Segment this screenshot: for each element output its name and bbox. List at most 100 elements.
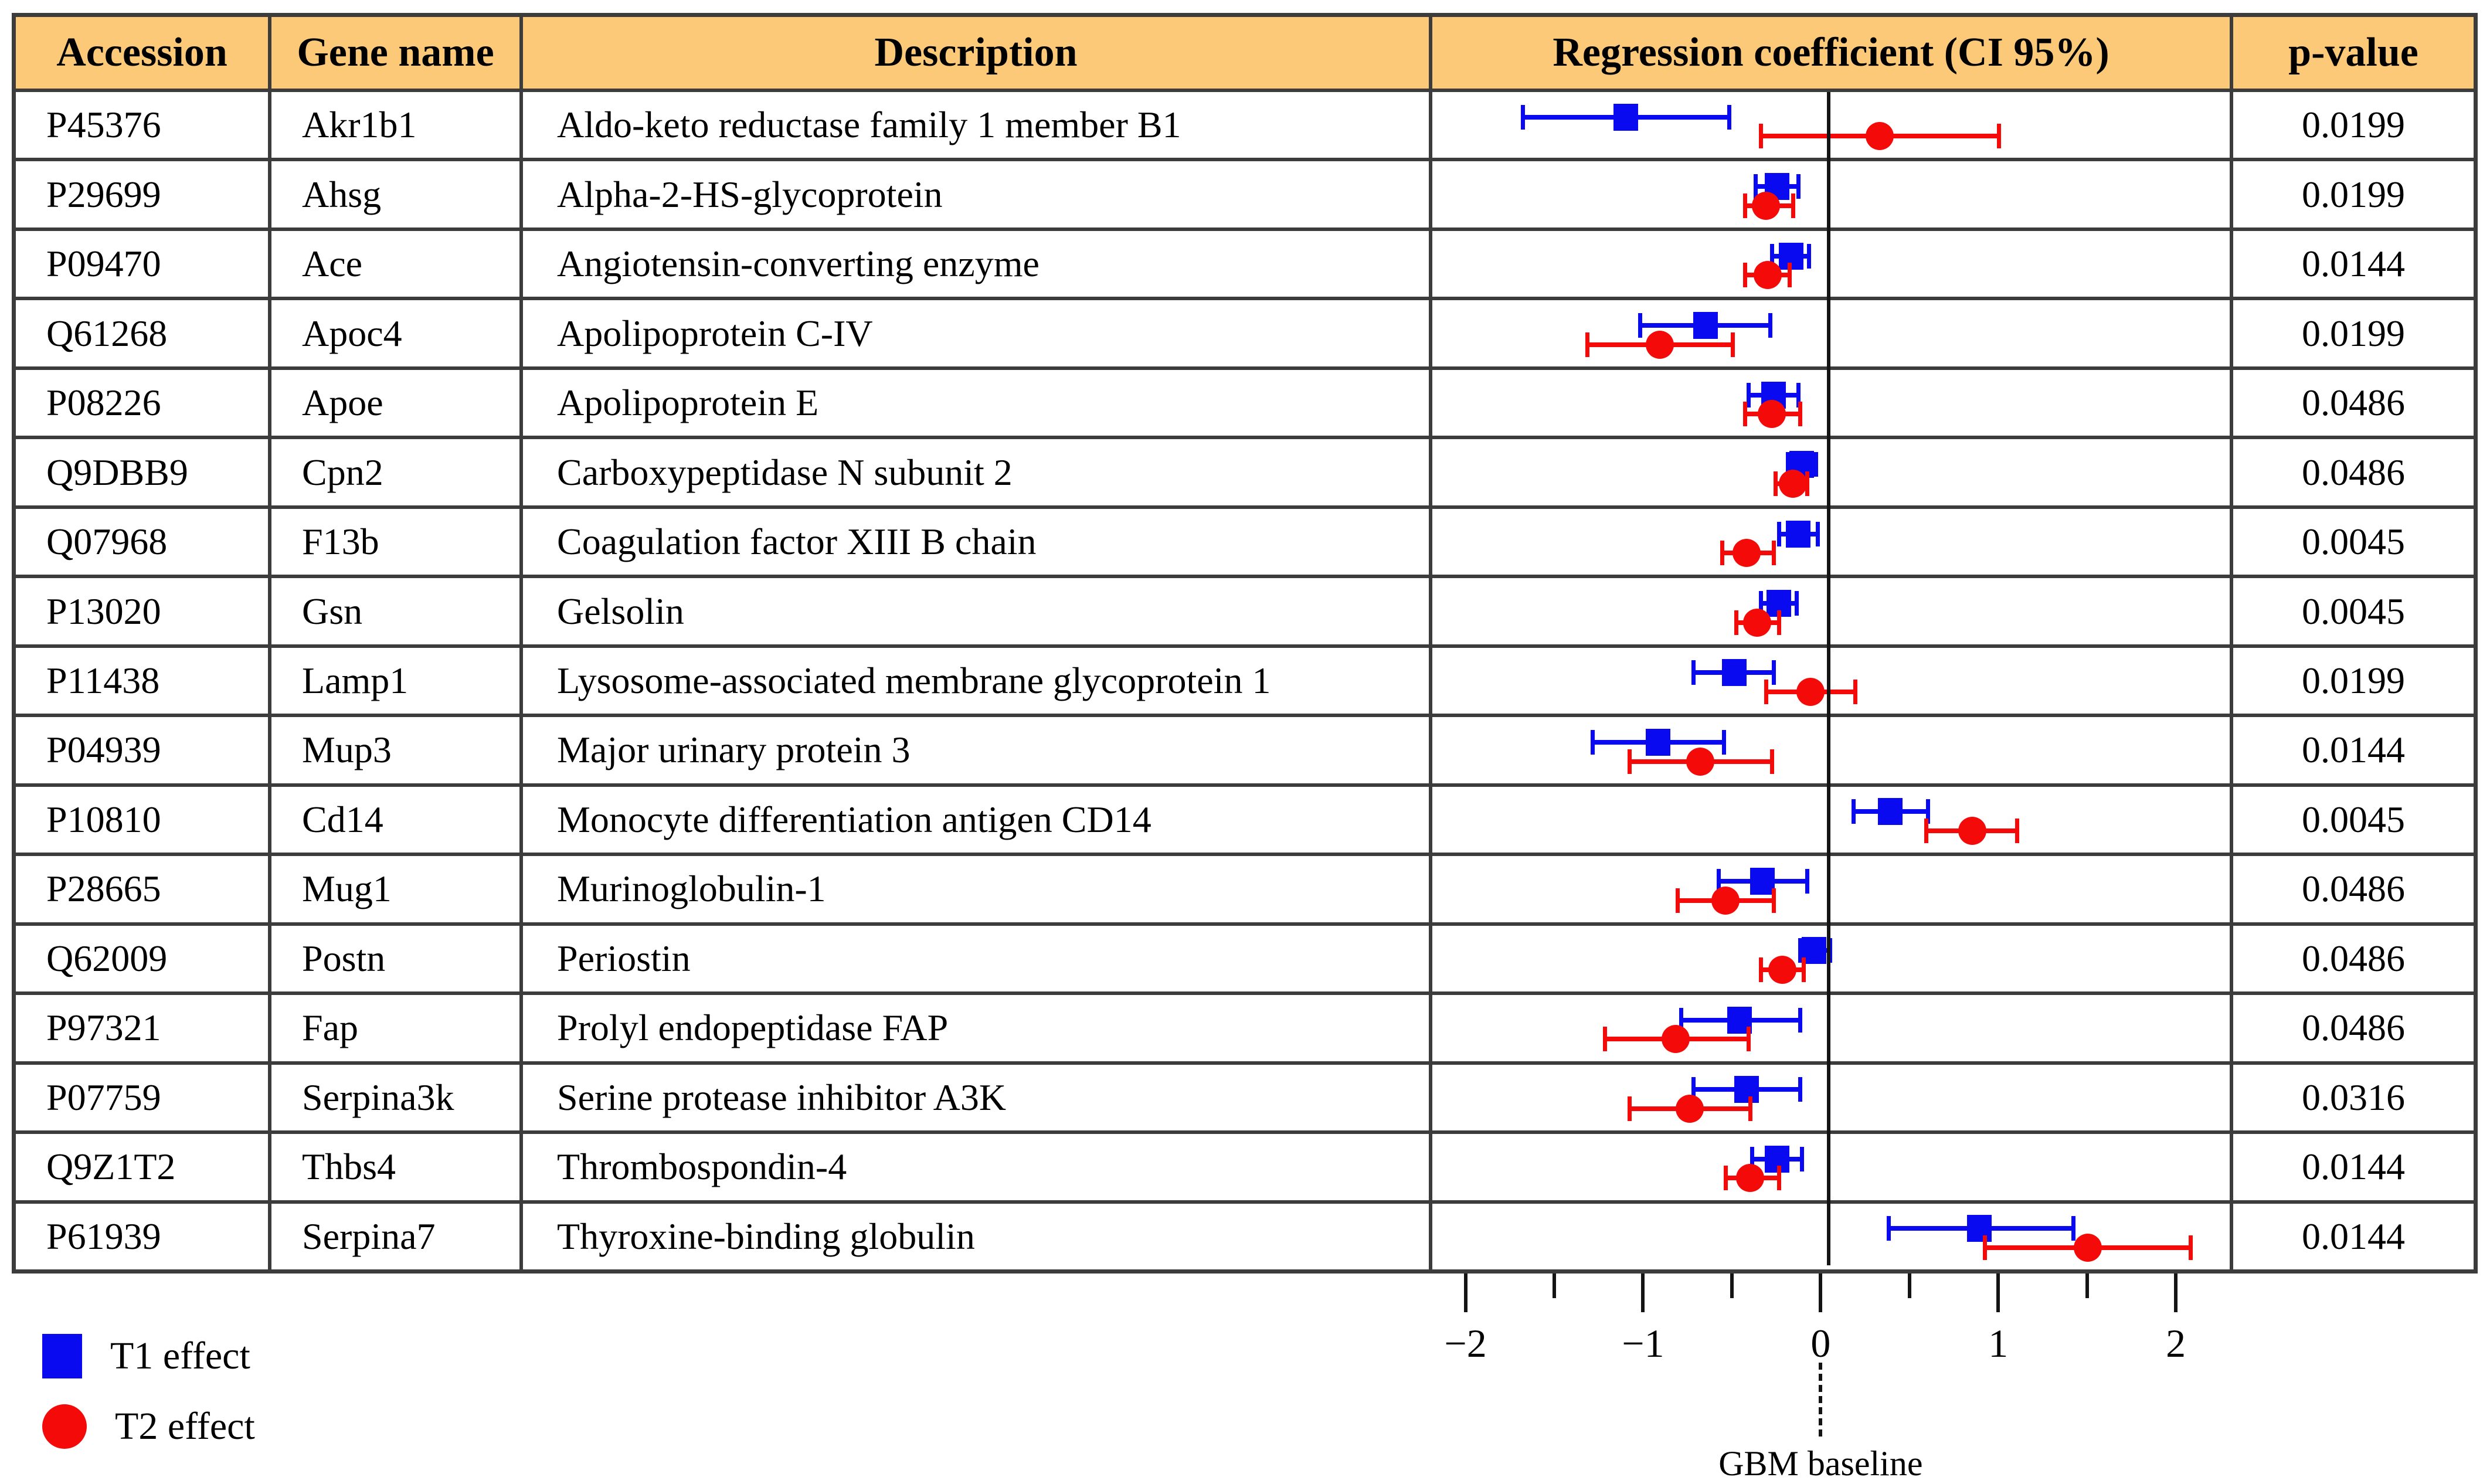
t2-marker-circle bbox=[1752, 191, 1781, 220]
t1-marker-square bbox=[1721, 659, 1747, 687]
t1-ci-low-cap bbox=[1716, 868, 1721, 894]
t2-ci-low-cap bbox=[1723, 1166, 1728, 1191]
description-cell: Lysosome-associated membrane glycoprotei… bbox=[523, 647, 1429, 714]
t1-ci-low-cap bbox=[1785, 452, 1790, 477]
t2-marker-circle bbox=[1686, 747, 1715, 776]
gbm-baseline-dashed-line bbox=[1819, 1363, 1823, 1437]
forest-plot-cell bbox=[1432, 1134, 2230, 1200]
accession-cell: P08226 bbox=[16, 369, 268, 436]
gene-name-cell: Lamp1 bbox=[271, 647, 519, 714]
description-cell: Coagulation factor XIII B chain bbox=[523, 508, 1429, 575]
forest-plot-cell bbox=[1432, 717, 2230, 783]
t1-ci-low-cap bbox=[1590, 729, 1595, 755]
t1-marker-square bbox=[1785, 520, 1810, 548]
t2-ci-low-cap bbox=[1773, 471, 1778, 496]
t1-ci-low-cap bbox=[1747, 382, 1751, 407]
minor-tick bbox=[2085, 1274, 2089, 1298]
description-cell: Thrombospondin-4 bbox=[523, 1134, 1429, 1200]
forest-plot-cell bbox=[1432, 856, 2230, 922]
p-value-cell: 0.0144 bbox=[2233, 1134, 2474, 1200]
minor-tick bbox=[1552, 1274, 1556, 1298]
t2-marker-circle bbox=[2073, 1233, 2102, 1262]
p-value-cell: 0.0199 bbox=[2233, 300, 2474, 366]
t1-ci-low-cap bbox=[1769, 243, 1774, 269]
forest-plot-cell bbox=[1432, 995, 2230, 1061]
t2-ci-high-cap bbox=[1730, 332, 1735, 357]
t1-ci-high-cap bbox=[2071, 1216, 2076, 1241]
t2-ci-low-cap bbox=[1734, 610, 1738, 635]
description-cell: Major urinary protein 3 bbox=[523, 717, 1429, 783]
t1-ci-low-cap bbox=[1754, 174, 1758, 199]
description-cell: Angiotensin-converting enzyme bbox=[523, 230, 1429, 297]
tick-label: 2 bbox=[2166, 1321, 2186, 1366]
t1-ci-high-cap bbox=[1926, 799, 1931, 824]
t1-ci-high-cap bbox=[1771, 660, 1776, 685]
t2-marker-circle bbox=[1676, 1094, 1704, 1123]
gene-name-cell: Mup3 bbox=[271, 717, 519, 783]
column-header-plot: Regression coefficient (CI 95%) bbox=[1432, 17, 2230, 89]
t1-ci-low-cap bbox=[1776, 521, 1781, 546]
t1-ci-high-cap bbox=[1798, 1007, 1802, 1033]
p-value-cell: 0.0486 bbox=[2233, 369, 2474, 436]
t1-ci-high-cap bbox=[1727, 104, 1731, 130]
minor-tick bbox=[1907, 1274, 1911, 1298]
gene-name-cell: Cd14 bbox=[271, 786, 519, 853]
accession-cell: P07759 bbox=[16, 1064, 268, 1131]
accession-cell: P29699 bbox=[16, 161, 268, 227]
gene-name-cell: Apoc4 bbox=[271, 300, 519, 366]
t2-ci-low-cap bbox=[1628, 1096, 1632, 1121]
major-tick bbox=[2174, 1274, 2178, 1312]
t1-marker-square bbox=[1750, 867, 1775, 895]
t2-ci-high-cap bbox=[1802, 957, 1806, 982]
t2-ci-low-cap bbox=[1585, 332, 1589, 357]
t2-ci-low-cap bbox=[1743, 402, 1748, 427]
p-value-cell: 0.0199 bbox=[2233, 92, 2474, 158]
t2-ci-low-cap bbox=[1759, 957, 1764, 982]
t1-ci-high-cap bbox=[1794, 591, 1799, 616]
description-cell: Monocyte differentiation antigen CD14 bbox=[523, 786, 1429, 853]
p-value-cell: 0.0199 bbox=[2233, 647, 2474, 714]
accession-cell: Q61268 bbox=[16, 300, 268, 366]
t2-marker-circle bbox=[1711, 886, 1740, 915]
gene-name-cell: Apoe bbox=[271, 369, 519, 436]
forest-plot-cell bbox=[1432, 369, 2230, 436]
t2-ci-high-cap bbox=[1776, 1166, 1781, 1191]
major-tick bbox=[1819, 1274, 1823, 1312]
accession-cell: P11438 bbox=[16, 647, 268, 714]
t2-ci-high-cap bbox=[1791, 193, 1795, 218]
minor-tick bbox=[1730, 1274, 1734, 1298]
column-header-acc: Accession bbox=[16, 17, 268, 89]
gene-name-cell: Thbs4 bbox=[271, 1134, 519, 1200]
gene-name-cell: Ace bbox=[271, 230, 519, 297]
column-header-desc: Description bbox=[523, 17, 1429, 89]
forest-plot-cell bbox=[1432, 578, 2230, 644]
t2-ci-high-cap bbox=[1748, 1096, 1753, 1121]
results-table: Accession Gene name Description Regression … bbox=[12, 13, 2478, 1274]
forest-plot-cell bbox=[1432, 439, 2230, 505]
t2-marker-circle bbox=[1736, 1164, 1765, 1193]
x-axis: GBM baseline −2 −1 0 1 2 bbox=[1432, 1274, 2229, 1483]
t2-marker-circle bbox=[1754, 261, 1782, 290]
t2-marker-circle bbox=[1645, 330, 1674, 359]
gene-name-cell: Cpn2 bbox=[271, 439, 519, 505]
t1-marker-square bbox=[1878, 798, 1903, 826]
gene-name-cell: Akr1b1 bbox=[271, 92, 519, 158]
t1-marker-square bbox=[1613, 103, 1639, 131]
t2-ci-high-cap bbox=[1853, 680, 1857, 705]
accession-cell: P61939 bbox=[16, 1203, 268, 1269]
t1-ci-high-cap bbox=[1796, 174, 1801, 199]
t1-ci-low-cap bbox=[1750, 1146, 1755, 1171]
accession-cell: P97321 bbox=[16, 995, 268, 1061]
forest-plot-cell bbox=[1432, 161, 2230, 227]
t1-ci-low-cap bbox=[1798, 938, 1802, 963]
accession-cell: Q07968 bbox=[16, 508, 268, 575]
gene-name-cell: Fap bbox=[271, 995, 519, 1061]
t1-ci-high-cap bbox=[1721, 729, 1726, 755]
legend: T1 effect T2 effect bbox=[42, 1332, 255, 1473]
t1-marker-square bbox=[1764, 1145, 1789, 1173]
legend-item: T2 effect bbox=[42, 1403, 255, 1451]
forest-plot-cell bbox=[1432, 300, 2230, 366]
t2-ci-high-cap bbox=[1798, 402, 1802, 427]
gene-name-cell: F13b bbox=[271, 508, 519, 575]
gene-name-cell: Postn bbox=[271, 925, 519, 992]
